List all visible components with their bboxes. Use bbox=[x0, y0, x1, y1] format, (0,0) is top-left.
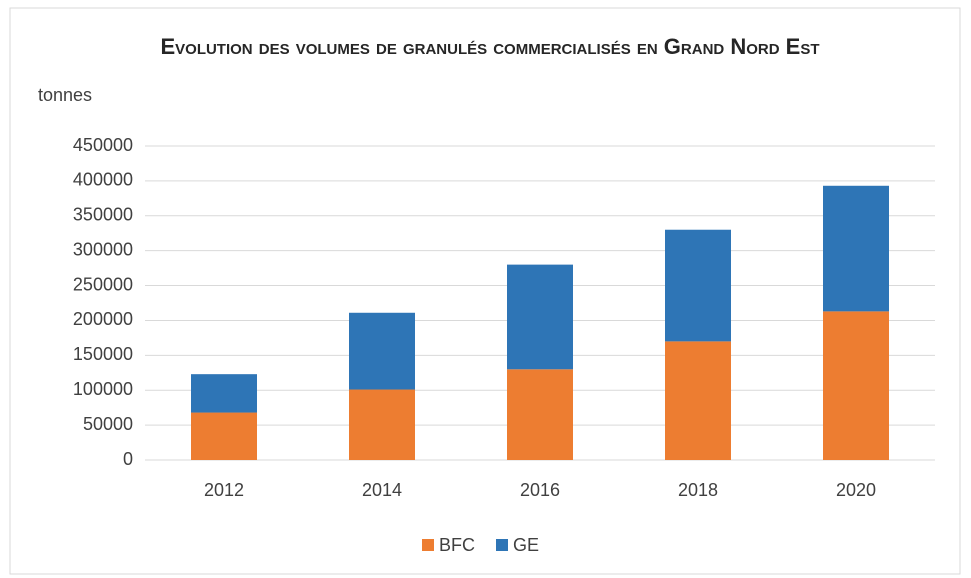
y-tick-label: 150000 bbox=[73, 344, 133, 364]
legend-label: BFC bbox=[439, 535, 475, 555]
y-tick-label: 350000 bbox=[73, 205, 133, 225]
bar-segment bbox=[823, 185, 889, 312]
y-tick-label: 100000 bbox=[73, 379, 133, 399]
y-tick-label: 450000 bbox=[73, 135, 133, 155]
chart-frame bbox=[9, 7, 961, 575]
y-tick-label: 300000 bbox=[73, 239, 133, 259]
legend-swatch bbox=[422, 539, 434, 551]
bar-segment bbox=[191, 412, 257, 460]
y-tick-label: 250000 bbox=[73, 274, 133, 294]
bar-segment bbox=[665, 229, 731, 342]
bar-segment bbox=[823, 311, 889, 460]
y-tick-label: 0 bbox=[123, 449, 133, 469]
y-tick-label: 400000 bbox=[73, 170, 133, 190]
bar-segment bbox=[507, 369, 573, 460]
bar-segment bbox=[507, 264, 573, 370]
bar-segment bbox=[665, 341, 731, 460]
x-tick-label: 2012 bbox=[204, 480, 244, 500]
y-tick-label: 50000 bbox=[83, 414, 133, 434]
bar-segment bbox=[349, 389, 415, 460]
x-tick-label: 2016 bbox=[520, 480, 560, 500]
y-axis-label: tonnes bbox=[38, 85, 92, 105]
y-tick-label: 200000 bbox=[73, 309, 133, 329]
x-tick-label: 2018 bbox=[678, 480, 718, 500]
x-tick-label: 2020 bbox=[836, 480, 876, 500]
legend-swatch bbox=[496, 539, 508, 551]
bar-segment bbox=[349, 312, 415, 390]
x-tick-label: 2014 bbox=[362, 480, 402, 500]
legend-label: GE bbox=[513, 535, 539, 555]
chart-title: Evolution des volumes de granulés commer… bbox=[160, 34, 820, 59]
bar-segment bbox=[191, 374, 257, 413]
